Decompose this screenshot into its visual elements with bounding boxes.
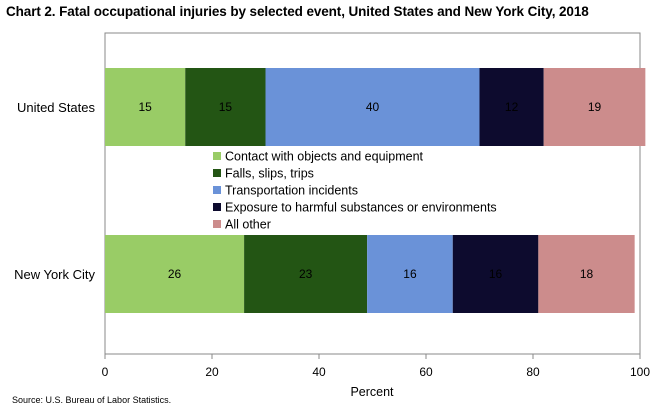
chart-title: Chart 2. Fatal occupational injuries by … [6, 4, 589, 19]
legend-swatch-transportation-incidents [213, 186, 221, 194]
value-label-united-states-transportation-incidents: 40 [366, 100, 380, 114]
value-label-new-york-city-exposure-to-harmful-substances-or-environments: 16 [489, 267, 503, 281]
category-label-new-york-city: New York City [14, 267, 95, 282]
bar-united-states-all-other [543, 68, 646, 146]
value-label-new-york-city-contact-with-objects-and-equipment: 26 [168, 267, 182, 281]
bars-layer: 15 15 40 12 19 26 23 16 16 18 [105, 68, 646, 313]
x-tick-label-40: 40 [312, 365, 326, 379]
legend-label-exposure-to-harmful-substances-or-environments: Exposure to harmful substances or enviro… [225, 201, 497, 215]
value-label-united-states-falls-slips-trips: 15 [219, 100, 233, 114]
x-axis-title: Percent [350, 385, 394, 399]
legend-swatch-falls-slips-trips [213, 169, 221, 177]
value-label-united-states-exposure-to-harmful-substances-or-environments: 12 [505, 100, 519, 114]
legend: Contact with objects and equipment Falls,… [213, 150, 497, 232]
source-note: Source: U.S. Bureau of Labor Statistics. [12, 395, 172, 405]
x-tick-label-80: 80 [526, 365, 540, 379]
legend-swatch-all-other [213, 220, 221, 228]
bar-new-york-city-falls-slips-trips [244, 235, 368, 313]
value-label-new-york-city-transportation-incidents: 16 [403, 267, 417, 281]
bar-united-states-exposure-to-harmful-substances-or-environments [479, 68, 544, 146]
value-label-united-states-all-other: 19 [588, 100, 602, 114]
bar-new-york-city-exposure-to-harmful-substances-or-environments [452, 235, 539, 313]
category-label-united-states: United States [17, 100, 96, 115]
legend-swatch-exposure-to-harmful-substances-or-environments [213, 203, 221, 211]
value-label-new-york-city-falls-slips-trips: 23 [299, 267, 313, 281]
x-tick-label-20: 20 [205, 365, 219, 379]
bar-new-york-city-contact-with-objects-and-equipment [105, 235, 245, 313]
x-tick-label-60: 60 [419, 365, 433, 379]
legend-label-falls-slips-trips: Falls, slips, trips [225, 167, 314, 181]
bar-united-states-falls-slips-trips [185, 68, 266, 146]
bar-new-york-city-all-other [538, 235, 635, 313]
legend-label-all-other: All other [225, 218, 271, 232]
x-tick-label-100: 100 [630, 365, 650, 379]
bar-united-states-contact-with-objects-and-equipment [105, 68, 186, 146]
bar-united-states-transportation-incidents [265, 68, 480, 146]
bar-new-york-city-transportation-incidents [367, 235, 453, 313]
legend-swatch-contact-with-objects-and-equipment [213, 152, 221, 160]
x-tick-label-0: 0 [102, 365, 109, 379]
legend-label-transportation-incidents: Transportation incidents [225, 184, 358, 198]
x-axis: 0 20 40 60 80 100 [102, 353, 650, 379]
category-labels: United States New York City [14, 100, 95, 282]
value-label-new-york-city-all-other: 18 [580, 267, 594, 281]
value-label-united-states-contact-with-objects-and-equipment: 15 [138, 100, 152, 114]
legend-label-contact-with-objects-and-equipment: Contact with objects and equipment [225, 150, 424, 164]
